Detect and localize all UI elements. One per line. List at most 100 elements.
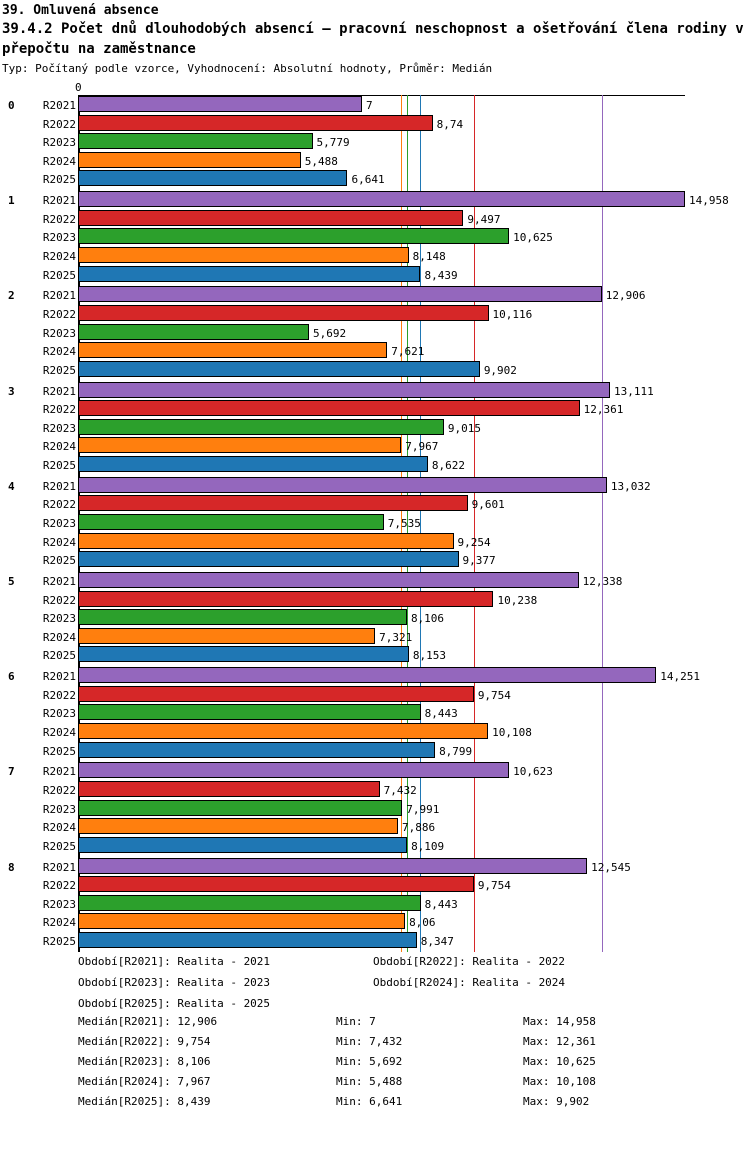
- bar-r2025-group-4[interactable]: [78, 551, 459, 568]
- series-row-label-r2021: R2021: [42, 860, 76, 874]
- bar-value-label: 5,779: [316, 136, 350, 150]
- bar-r2025-group-6[interactable]: [78, 741, 436, 758]
- bar-r2022-group-2[interactable]: [78, 305, 489, 321]
- bar-r2021-group-0[interactable]: [78, 96, 363, 112]
- bar-value-label: 8,106: [410, 612, 445, 626]
- bar-r2021-group-2[interactable]: [78, 286, 602, 303]
- bar-r2025-group-3[interactable]: [78, 456, 428, 472]
- bar-r2024-group-4[interactable]: [78, 532, 454, 549]
- bar-value-label: 9,902: [483, 363, 517, 377]
- series-row-label-r2021: R2021: [42, 479, 76, 493]
- bar-r2023-group-1[interactable]: [78, 228, 510, 245]
- median-line-r2022: [474, 95, 475, 952]
- bar-r2022-group-1[interactable]: [78, 209, 464, 226]
- series-row-label-r2022: R2022: [42, 212, 76, 226]
- bar-r2024-group-7[interactable]: [78, 818, 399, 835]
- series-row-label-r2025: R2025: [42, 268, 76, 282]
- bar-value-label: 8,443: [424, 707, 458, 721]
- bar-r2021-group-6[interactable]: [78, 667, 657, 684]
- bar-r2023-group-4[interactable]: [78, 514, 384, 530]
- bar-value-label: 13,111: [614, 384, 654, 398]
- bar-r2023-group-0[interactable]: [78, 133, 313, 150]
- bar-value-label: 5,692: [312, 326, 347, 340]
- bar-r2022-group-3[interactable]: [78, 400, 580, 417]
- bar-value-label: 9,497: [467, 212, 501, 226]
- chart-legend: Období[R2021]: Realita - 2021 Období[R202…: [78, 956, 738, 1014]
- bar-value-label: 7,432: [383, 784, 417, 797]
- bar-r2022-group-8[interactable]: [78, 876, 474, 893]
- series-row-label-r2021: R2021: [42, 670, 76, 684]
- bar-r2024-group-1[interactable]: [78, 247, 409, 263]
- bar-value-label: 7: [366, 99, 373, 112]
- series-row-label-r2022: R2022: [42, 308, 76, 321]
- bar-r2024-group-8[interactable]: [78, 913, 406, 930]
- series-row-label-r2025: R2025: [42, 649, 76, 663]
- bar-r2024-group-5[interactable]: [78, 627, 376, 644]
- bar-value-label: 10,625: [513, 231, 553, 245]
- series-row-label-r2024: R2024: [42, 250, 76, 263]
- bar-value-label: 14,251: [660, 670, 701, 684]
- bar-r2022-group-6[interactable]: [78, 685, 474, 702]
- series-row-label-r2022: R2022: [42, 498, 76, 512]
- bar-value-label: 5,488: [304, 154, 338, 168]
- bar-r2023-group-3[interactable]: [78, 418, 444, 435]
- chart-header: 39. Omluvená absence 39.4.2 Počet dnů dl…: [0, 0, 750, 76]
- stat-min-value: Min: 5,488: [336, 1075, 403, 1088]
- series-row-label-r2024: R2024: [42, 916, 76, 930]
- legend-item: Období[R2025]: Realita - 2025: [78, 997, 271, 1010]
- bar-value-label: 7,967: [405, 440, 439, 454]
- chart-statistics: Medián[R2021]: 12,906 Min: 7 Max: 14,958 Me…: [78, 1016, 738, 1116]
- bar-r2022-group-5[interactable]: [78, 590, 494, 607]
- bar-r2023-group-2[interactable]: [78, 323, 309, 340]
- group-index-label: 0: [8, 99, 15, 112]
- bar-r2025-group-5[interactable]: [78, 646, 409, 663]
- median-line-r2021: [602, 95, 603, 952]
- bar-value-label: 10,238: [497, 593, 538, 607]
- series-row-label-r2023: R2023: [42, 231, 76, 245]
- bar-value-label: 14,958: [689, 194, 729, 208]
- bar-value-label: 7,991: [406, 802, 440, 816]
- bar-r2023-group-6[interactable]: [78, 704, 421, 721]
- bar-value-label: 7,621: [391, 345, 425, 359]
- stat-min-value: Min: 6,641: [336, 1095, 403, 1108]
- median-line-r2023: [407, 95, 408, 952]
- group-index-label: 7: [8, 765, 15, 779]
- stat-max-value: Max: 10,108: [523, 1075, 596, 1088]
- legend-item: Období[R2021]: Realita - 2021: [78, 955, 271, 968]
- bar-r2025-group-0[interactable]: [78, 170, 348, 187]
- bar-r2021-group-1[interactable]: [78, 191, 685, 208]
- bar-r2025-group-7[interactable]: [78, 836, 408, 853]
- bar-r2024-group-6[interactable]: [78, 723, 489, 739]
- bar-r2022-group-4[interactable]: [78, 495, 468, 512]
- bar-r2023-group-8[interactable]: [78, 894, 421, 911]
- series-row-label-r2024: R2024: [42, 535, 76, 549]
- bar-r2022-group-7[interactable]: [78, 781, 380, 797]
- x-axis-zero-label: 0: [75, 81, 82, 94]
- bar-value-label: 8,439: [424, 268, 458, 282]
- group-index-label: 3: [8, 384, 15, 398]
- stat-median-value: Medián[R2024]: 7,967: [78, 1075, 211, 1088]
- group-index-label: 1: [8, 194, 15, 208]
- series-row-label-r2025: R2025: [42, 839, 76, 853]
- bar-r2023-group-7[interactable]: [78, 799, 403, 816]
- bar-r2023-group-5[interactable]: [78, 609, 407, 626]
- series-row-label-r2021: R2021: [42, 575, 76, 588]
- bar-value-label: 8,06: [409, 916, 436, 930]
- legend-item: Období[R2023]: Realita - 2023: [78, 976, 271, 989]
- bar-r2025-group-1[interactable]: [78, 265, 421, 282]
- bar-r2022-group-0[interactable]: [78, 114, 433, 131]
- bar-r2024-group-2[interactable]: [78, 342, 388, 359]
- bar-r2021-group-7[interactable]: [78, 762, 510, 779]
- bar-r2021-group-4[interactable]: [78, 476, 607, 493]
- series-row-label-r2023: R2023: [42, 897, 76, 911]
- bar-r2025-group-2[interactable]: [78, 360, 480, 377]
- bar-r2024-group-3[interactable]: [78, 437, 402, 454]
- series-row-label-r2022: R2022: [42, 879, 76, 893]
- bar-r2024-group-0[interactable]: [78, 151, 301, 168]
- bar-r2021-group-8[interactable]: [78, 857, 588, 874]
- bar-r2025-group-8[interactable]: [78, 932, 417, 948]
- bar-r2021-group-3[interactable]: [78, 381, 611, 398]
- bar-r2021-group-5[interactable]: [78, 572, 579, 588]
- median-line-r2025: [420, 95, 421, 952]
- bar-value-label: 12,338: [582, 575, 623, 588]
